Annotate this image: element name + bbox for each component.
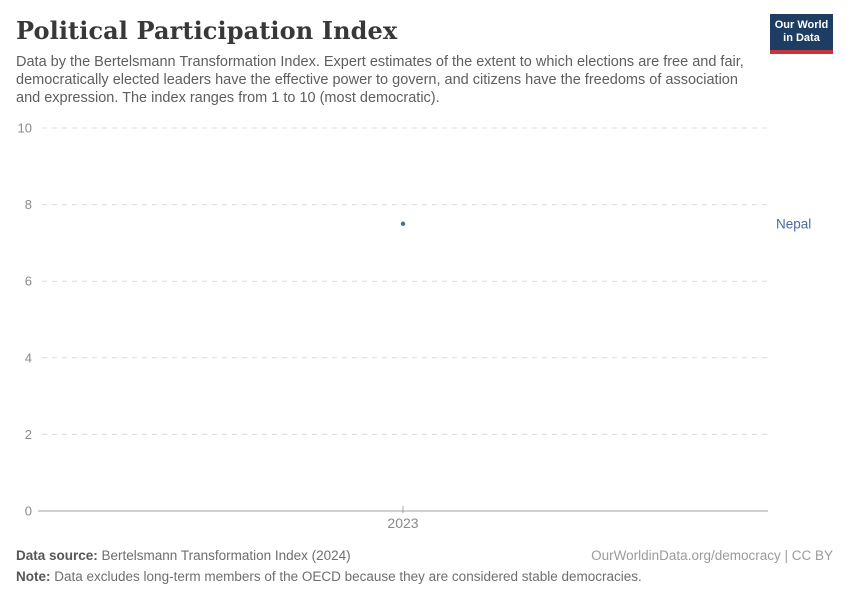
y-axis-tick-label: 4 [25,350,32,365]
note-value: Data excludes long-term members of the O… [50,569,642,584]
footer-source-row: Data source: Bertelsmann Transformation … [16,548,833,563]
entity-label-nepal[interactable]: Nepal [776,216,811,231]
footer-note-row: Note: Data excludes long-term members of… [16,569,833,584]
data-source-text: Data source: Bertelsmann Transformation … [16,548,351,563]
owid-logo-line2: in Data [783,32,820,44]
note-label: Note: [16,569,51,584]
chart-title: Political Participation Index [16,16,398,45]
chart-svg: 0 2 4 6 8 10 2023 Nepal [18,121,812,532]
owid-logo[interactable]: Our World in Data [770,14,833,54]
data-source-value: Bertelsmann Transformation Index (2024) [97,548,351,563]
data-point-nepal[interactable] [400,221,406,226]
data-source-label: Data source: [16,548,98,563]
x-axis-tick-label: 2023 [387,515,418,531]
y-axis-tick-label: 2 [25,427,32,442]
chart-footer: Data source: Bertelsmann Transformation … [16,548,833,584]
y-axis-tick-label: 0 [25,504,32,519]
y-axis-tick-label: 6 [25,274,32,289]
owid-cc-by-link[interactable]: OurWorldinData.org/democracy | CC BY [591,548,833,563]
note-text: Note: Data excludes long-term members of… [16,569,642,584]
chart-subtitle: Data by the Bertelsmann Transformation I… [16,54,744,106]
y-axis-tick-label: 8 [25,197,32,212]
owid-logo-line1: Our World [774,19,829,31]
y-axis-tick-label: 10 [18,121,32,136]
